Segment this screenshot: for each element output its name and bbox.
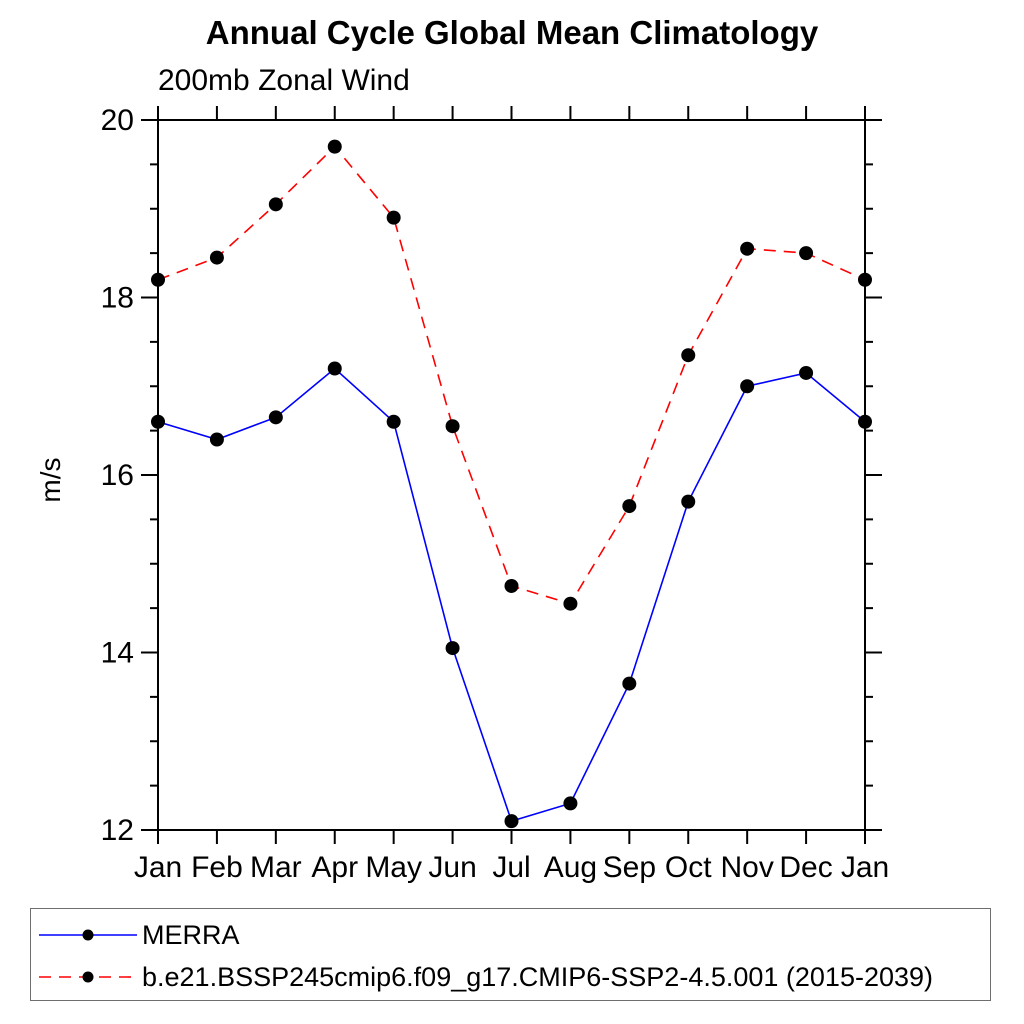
x-axis-tick-label: Dec	[779, 851, 832, 884]
x-axis-tick-label: Aug	[544, 851, 597, 884]
chart-subtitle: 200mb Zonal Wind	[158, 64, 410, 97]
series-0-marker	[740, 379, 755, 394]
series-1-marker	[622, 499, 637, 514]
x-axis-tick-label: Sep	[603, 851, 656, 884]
chart-title: Annual Cycle Global Mean Climatology	[205, 14, 819, 51]
x-axis-tick-label: Jul	[492, 851, 530, 884]
series-line-0	[157, 367, 866, 823]
series-0-marker	[386, 414, 401, 429]
series-1-marker	[386, 210, 401, 225]
y-axis-label: m/s	[35, 457, 66, 502]
legend-item-merra: MERRA	[38, 914, 990, 956]
x-axis-tick-label: Jan	[841, 851, 889, 884]
series-1-marker	[563, 596, 578, 611]
x-axis-tick-label: Jun	[428, 851, 476, 884]
series-1-marker	[740, 241, 755, 256]
series-1-marker	[445, 419, 460, 434]
legend: MERRA b.e21.BSSP245cmip6.f09_g17.CMIP6-S…	[30, 908, 991, 1001]
y-axis-tick-label: 18	[101, 282, 134, 315]
legend-item-model: b.e21.BSSP245cmip6.f09_g17.CMIP6-SSP2-4.…	[38, 956, 990, 998]
x-axis-tick-label: Oct	[665, 851, 712, 884]
plot-frame	[157, 119, 866, 831]
y-axis-tick-label: 14	[101, 637, 134, 670]
series-1-marker	[799, 246, 814, 261]
model-line-swatch	[39, 971, 137, 983]
series-1-marker	[209, 250, 224, 265]
plot-area: 12 14 16 18 20 Jan Feb Mar Apr May Jun Jul Aug Sep Oct…	[35, 104, 889, 884]
series-0-marker	[268, 410, 283, 425]
series-1-marker	[268, 197, 283, 212]
x-axis-tick-label: May	[365, 851, 422, 884]
x-axis-tick-label: Mar	[250, 851, 302, 884]
series-0-marker	[799, 365, 814, 380]
series-0-marker	[209, 432, 224, 447]
x-axis-tick-label: Jan	[134, 851, 182, 884]
legend-label-merra: MERRA	[142, 919, 240, 950]
merra-line-swatch	[39, 929, 137, 941]
series-0-marker	[622, 676, 637, 691]
series-0-marker	[504, 814, 519, 829]
series-0-marker	[327, 361, 342, 376]
x-axis-tick-label: Feb	[191, 851, 243, 884]
x-axis-tick-label: Nov	[720, 851, 773, 884]
series-line-1	[157, 145, 866, 605]
series-1-marker	[858, 272, 872, 287]
y-axis-tick-label: 12	[101, 814, 134, 847]
x-axis-tick-label: Apr	[311, 851, 358, 884]
series-0-marker	[563, 796, 578, 811]
y-axis-tick-label: 16	[101, 459, 134, 492]
series-0-marker	[151, 414, 165, 429]
series-0-marker	[681, 494, 696, 509]
series-1-marker	[327, 139, 342, 154]
legend-label-model: b.e21.BSSP245cmip6.f09_g17.CMIP6-SSP2-4.…	[142, 961, 934, 992]
series-0-marker	[445, 641, 460, 656]
series-1-marker	[151, 272, 165, 287]
series-0-marker	[858, 414, 872, 429]
y-axis-tick-label: 20	[101, 104, 134, 137]
series-1-marker	[681, 348, 696, 363]
series-1-marker	[504, 578, 519, 593]
